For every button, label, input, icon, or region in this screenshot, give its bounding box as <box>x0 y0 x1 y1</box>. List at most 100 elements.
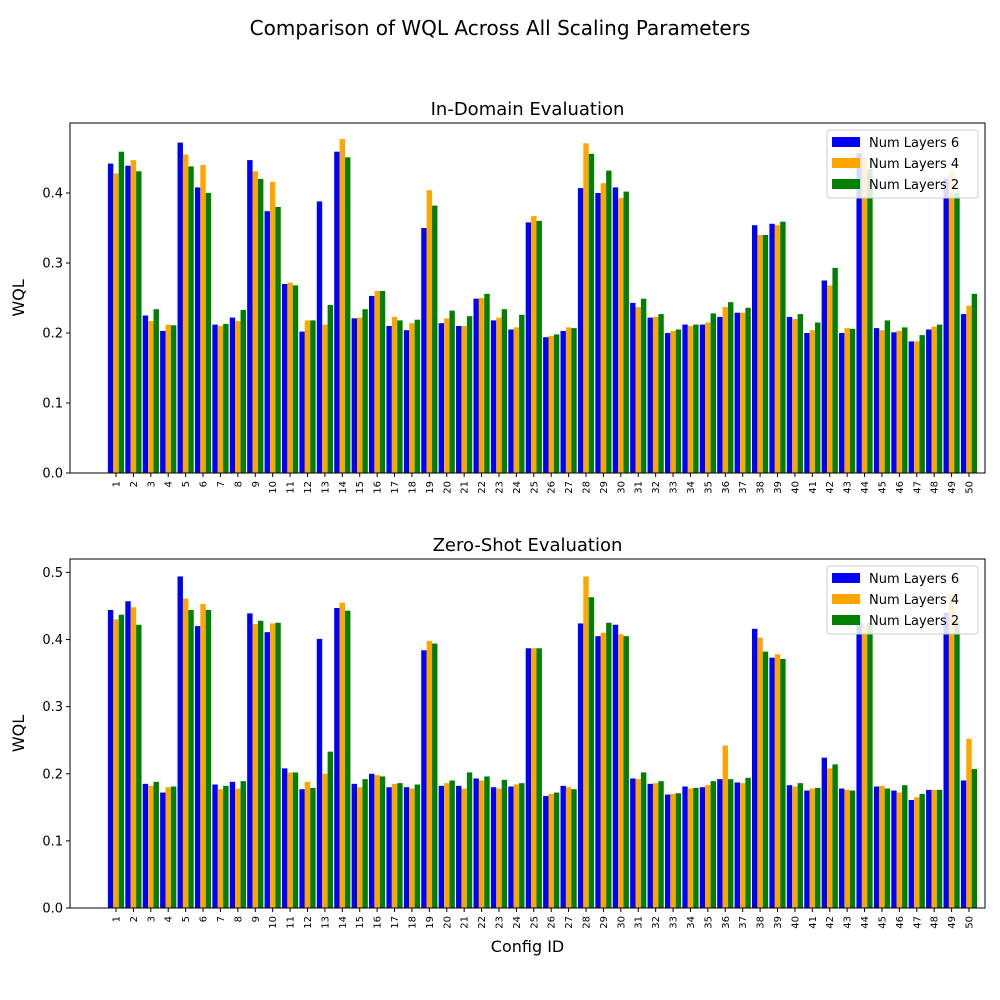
bar-num-layers-6-config-9 <box>247 613 253 908</box>
legend-swatch <box>832 615 860 625</box>
bar-num-layers-4-config-47 <box>914 341 920 473</box>
bar-num-layers-2-config-46 <box>902 785 908 908</box>
bar-num-layers-6-config-40 <box>786 316 793 473</box>
bar-num-layers-6-config-6 <box>194 626 201 908</box>
bar-num-layers-6-config-49 <box>943 178 949 474</box>
x-tick-label: 45 <box>877 916 888 929</box>
bar-num-layers-2-config-19 <box>432 205 438 473</box>
bar-num-layers-4-config-37 <box>739 783 746 908</box>
bar-num-layers-2-config-45 <box>884 320 891 473</box>
bar-num-layers-2-config-31 <box>640 298 647 473</box>
bar-num-layers-2-config-20 <box>449 780 455 908</box>
bar-num-layers-6-config-18 <box>403 330 410 473</box>
bar-num-layers-4-config-23 <box>496 317 502 473</box>
bar-num-layers-6-config-37 <box>734 782 740 908</box>
bar-num-layers-6-config-22 <box>473 778 479 908</box>
bar-num-layers-2-config-37 <box>745 777 751 908</box>
bar-num-layers-2-config-17 <box>397 783 403 908</box>
x-tick-label: 14 <box>338 481 349 494</box>
bar-num-layers-4-config-48 <box>931 789 937 908</box>
bar-num-layers-6-config-21 <box>456 785 462 908</box>
bar-num-layers-2-config-5 <box>188 166 194 473</box>
bar-num-layers-6-config-11 <box>281 768 288 908</box>
bar-num-layers-6-config-33 <box>664 333 671 473</box>
bar-num-layers-2-config-4 <box>170 786 177 908</box>
bar-num-layers-2-config-10 <box>275 622 281 908</box>
bar-num-layers-6-config-44 <box>856 620 862 908</box>
bar-num-layers-4-config-13 <box>322 324 328 473</box>
bar-num-layers-6-config-8 <box>229 781 236 908</box>
bar-num-layers-2-config-40 <box>797 783 804 908</box>
y-tick-label: 0.0 <box>42 467 63 482</box>
bar-num-layers-4-config-16 <box>374 775 380 908</box>
x-tick-label: 2 <box>129 481 140 487</box>
bar-num-layers-6-config-38 <box>752 628 758 908</box>
bar-num-layers-2-config-3 <box>153 781 159 908</box>
bar-num-layers-4-config-17 <box>391 316 398 473</box>
bar-num-layers-4-config-44 <box>861 626 868 908</box>
bar-num-layers-4-config-1 <box>113 173 119 473</box>
bar-num-layers-6-config-31 <box>630 778 636 908</box>
bar-num-layers-4-config-41 <box>809 788 816 908</box>
x-tick-label: 9 <box>251 916 262 922</box>
bar-num-layers-2-config-31 <box>640 772 647 908</box>
bar-num-layers-6-config-48 <box>926 329 932 473</box>
bar-num-layers-2-config-45 <box>884 788 891 908</box>
x-tick-label: 43 <box>843 481 854 494</box>
bar-num-layers-6-config-42 <box>821 757 828 908</box>
bar-num-layers-6-config-5 <box>177 142 183 473</box>
bar-num-layers-2-config-38 <box>762 651 769 908</box>
bar-num-layers-4-config-12 <box>304 320 311 473</box>
x-tick-label: 41 <box>808 481 819 494</box>
bar-num-layers-2-config-43 <box>849 790 856 908</box>
bar-num-layers-6-config-12 <box>299 789 305 908</box>
bar-num-layers-4-config-18 <box>409 323 415 473</box>
bar-num-layers-6-config-23 <box>490 320 497 473</box>
x-tick-label: 25 <box>529 481 540 494</box>
y-axis-label: WQL <box>9 715 28 752</box>
bar-num-layers-2-config-21 <box>466 316 473 473</box>
bar-num-layers-6-config-26 <box>543 795 549 908</box>
x-tick-label: 31 <box>634 916 645 929</box>
bar-num-layers-6-config-19 <box>421 228 427 473</box>
bar-num-layers-4-config-22 <box>478 298 485 473</box>
bar-num-layers-6-config-25 <box>525 648 532 908</box>
bar-num-layers-2-config-24 <box>519 314 525 473</box>
legend-label: Num Layers 4 <box>869 157 959 172</box>
bar-num-layers-6-config-16 <box>369 295 375 473</box>
bar-num-layers-2-config-13 <box>327 305 333 473</box>
bar-num-layers-6-config-11 <box>281 284 288 473</box>
bar-num-layers-6-config-3 <box>142 315 149 473</box>
chart-title: In-Domain Evaluation <box>431 99 625 120</box>
legend-label: Num Layers 2 <box>869 178 959 193</box>
bar-num-layers-2-config-27 <box>571 789 577 908</box>
bar-num-layers-2-config-28 <box>588 597 595 908</box>
x-axis-label: Config ID <box>491 937 564 956</box>
x-tick-label: 1 <box>112 481 123 487</box>
bar-num-layers-2-config-41 <box>815 787 821 908</box>
bar-num-layers-2-config-33 <box>675 329 682 473</box>
bar-num-layers-4-config-22 <box>478 780 485 908</box>
x-tick-label: 46 <box>895 481 906 494</box>
bar-num-layers-4-config-14 <box>339 602 346 909</box>
bar-num-layers-4-config-23 <box>496 788 502 908</box>
bar-num-layers-6-config-19 <box>421 650 427 908</box>
bar-num-layers-6-config-43 <box>839 333 845 473</box>
bar-num-layers-6-config-17 <box>386 326 392 473</box>
x-tick-label: 23 <box>494 916 505 929</box>
bar-num-layers-4-config-47 <box>914 797 920 908</box>
bar-num-layers-6-config-3 <box>142 783 149 908</box>
bar-num-layers-4-config-27 <box>565 327 572 473</box>
plot-frame <box>69 558 986 909</box>
x-tick-label: 13 <box>320 481 331 494</box>
bar-num-layers-6-config-4 <box>160 792 166 908</box>
bar-num-layers-2-config-2 <box>136 171 142 474</box>
x-tick-label: 25 <box>529 916 540 929</box>
bar-num-layers-4-config-13 <box>322 773 328 908</box>
x-tick-label: 40 <box>790 481 801 494</box>
x-tick-label: 22 <box>477 481 488 494</box>
bar-num-layers-4-config-31 <box>635 307 641 473</box>
legend-label: Num Layers 6 <box>869 136 959 151</box>
x-tick-label: 45 <box>877 481 888 494</box>
x-tick-label: 13 <box>320 916 331 929</box>
